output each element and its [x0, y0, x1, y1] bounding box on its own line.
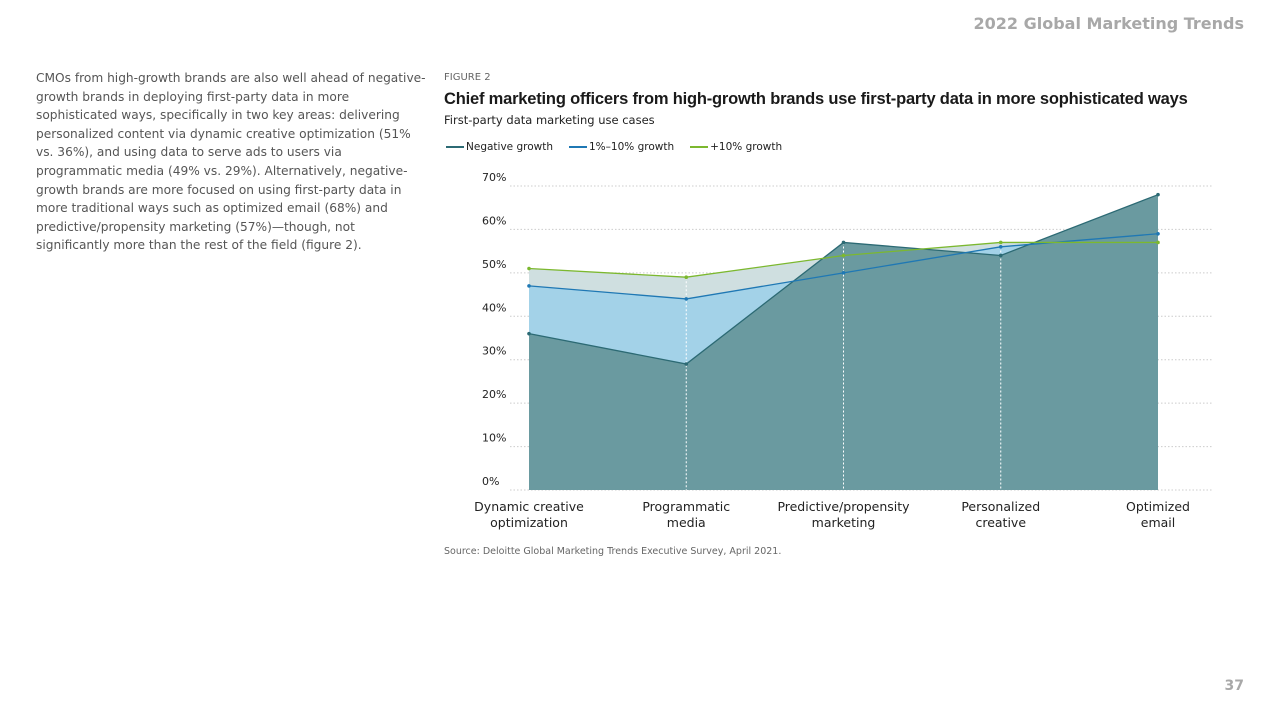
legend-item-high-growth: +10% growth — [690, 141, 782, 153]
page-header-title: 2022 Global Marketing Trends — [973, 14, 1245, 33]
y-tick-label: 60% — [482, 214, 506, 227]
y-tick-label: 30% — [482, 345, 506, 358]
point-high-growth — [1156, 240, 1160, 245]
point-mid-growth — [527, 284, 531, 288]
y-tick-label: 50% — [482, 258, 506, 271]
point-high-growth — [684, 275, 689, 280]
legend-item-mid-growth: 1%–10% growth — [569, 141, 674, 153]
point-negative-growth — [527, 331, 531, 336]
chart-legend: Negative growth 1%–10% growth +10% growt… — [446, 141, 782, 153]
point-mid-growth — [684, 297, 689, 301]
y-tick-label: 70% — [482, 171, 506, 184]
point-mid-growth — [841, 271, 846, 275]
x-tick-label: Personalized creative — [961, 499, 1040, 530]
x-tick-label: Optimized email — [1126, 499, 1190, 530]
point-high-growth — [998, 240, 1003, 245]
point-high-growth — [841, 253, 846, 258]
point-high-growth — [527, 266, 531, 271]
legend-swatch-mid-growth — [569, 146, 587, 148]
body-paragraph: CMOs from high-growth brands are also we… — [36, 71, 426, 253]
point-mid-growth — [1156, 231, 1160, 236]
legend-item-negative-growth: Negative growth — [446, 141, 553, 153]
legend-swatch-high-growth — [690, 146, 709, 148]
x-tick-label: Programmatic media — [642, 499, 730, 530]
point-negative-growth — [684, 362, 689, 366]
figure-title: Chief marketing officers from high-growt… — [444, 90, 1188, 108]
point-mid-growth — [998, 245, 1003, 249]
legend-swatch-negative-growth — [446, 146, 464, 148]
legend-label-high-growth: +10% growth — [710, 141, 783, 153]
x-tick-label: Predictive/propensity marketing — [777, 499, 910, 530]
figure-subtitle: First-party data marketing use cases — [444, 113, 655, 127]
point-negative-growth — [1156, 192, 1160, 197]
legend-label-negative-growth: Negative growth — [466, 141, 553, 153]
y-tick-label: 40% — [482, 301, 506, 314]
source-note: Source: Deloitte Global Marketing Trends… — [444, 546, 782, 557]
y-tick-label: 10% — [482, 432, 506, 445]
point-negative-growth — [841, 240, 846, 245]
y-tick-label: 20% — [482, 388, 506, 401]
y-tick-label: 0% — [482, 475, 499, 488]
x-tick-label: Dynamic creative optimization — [474, 499, 584, 530]
figure-label: FIGURE 2 — [444, 72, 491, 83]
page-number: 37 — [1224, 678, 1244, 694]
point-negative-growth — [998, 253, 1003, 258]
legend-label-mid-growth: 1%–10% growth — [589, 141, 675, 153]
